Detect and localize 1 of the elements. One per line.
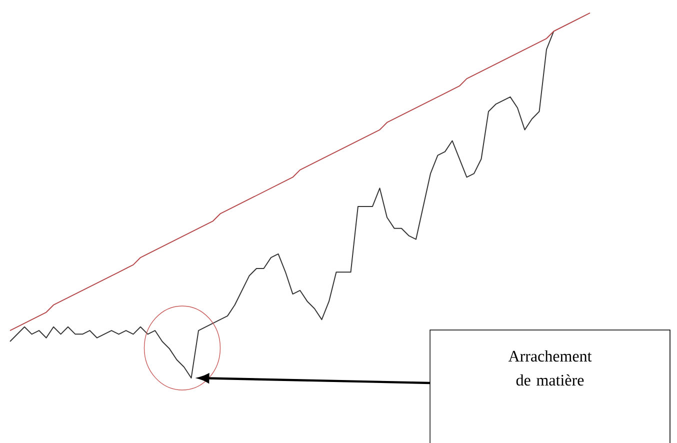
annotation: Arrachement de matière <box>508 350 592 386</box>
